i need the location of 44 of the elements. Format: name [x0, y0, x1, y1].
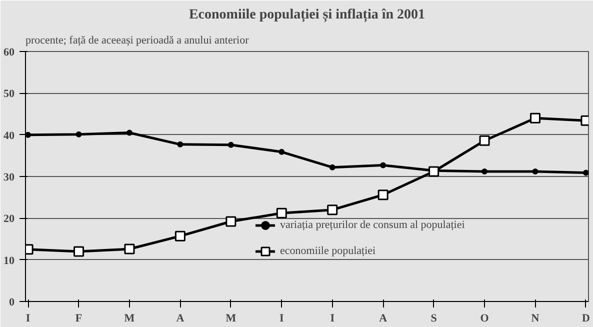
- x-tick-label: S: [430, 312, 437, 324]
- y-tick-label: 20: [4, 213, 15, 226]
- point: [74, 246, 84, 257]
- y-tick-label: 60: [4, 46, 15, 58]
- x-tick-label: I: [26, 312, 30, 324]
- point: [428, 166, 440, 177]
- point: [380, 162, 386, 168]
- point: [329, 164, 336, 170]
- x-tick-label: A: [176, 312, 184, 324]
- x-tick-label: O: [480, 312, 490, 324]
- point: [327, 204, 338, 216]
- point: [278, 148, 285, 155]
- chart-title: Economiile populației și inflația în 2001: [188, 8, 426, 22]
- point: [126, 130, 132, 136]
- x-tick-label: M: [124, 312, 136, 324]
- point: [26, 132, 32, 138]
- y-tick-label: 0: [9, 296, 15, 308]
- legend-label: variația prețurilor de consum al populației: [280, 219, 465, 231]
- point: [76, 131, 82, 138]
- x-tick-label: A: [379, 312, 388, 324]
- x-tick-label: D: [582, 312, 590, 324]
- point: [479, 135, 490, 146]
- y-tick-label: 10: [4, 254, 15, 267]
- point: [174, 230, 186, 242]
- point: [482, 168, 488, 174]
- point: [582, 170, 588, 176]
- point: [177, 141, 184, 148]
- point: [532, 168, 538, 174]
- chart-subtitle: procente; față de aceeași perioadă a anului anterior: [26, 34, 250, 46]
- x-tick-label: I: [330, 312, 334, 324]
- point: [226, 216, 236, 227]
- x-tick-label: M: [226, 312, 237, 324]
- point: [530, 112, 540, 124]
- legend-label: economiile populației: [280, 245, 376, 257]
- x-tick-label: I: [280, 312, 284, 324]
- y-tick-label: 30: [4, 172, 15, 184]
- x-tick-label: N: [531, 312, 540, 324]
- x-tick-label: F: [75, 312, 82, 324]
- point: [378, 190, 388, 200]
- y-tick-label: 40: [4, 130, 15, 142]
- point: [228, 142, 234, 148]
- point: [276, 208, 287, 218]
- y-tick-label: 50: [4, 88, 15, 100]
- point: [124, 244, 135, 254]
